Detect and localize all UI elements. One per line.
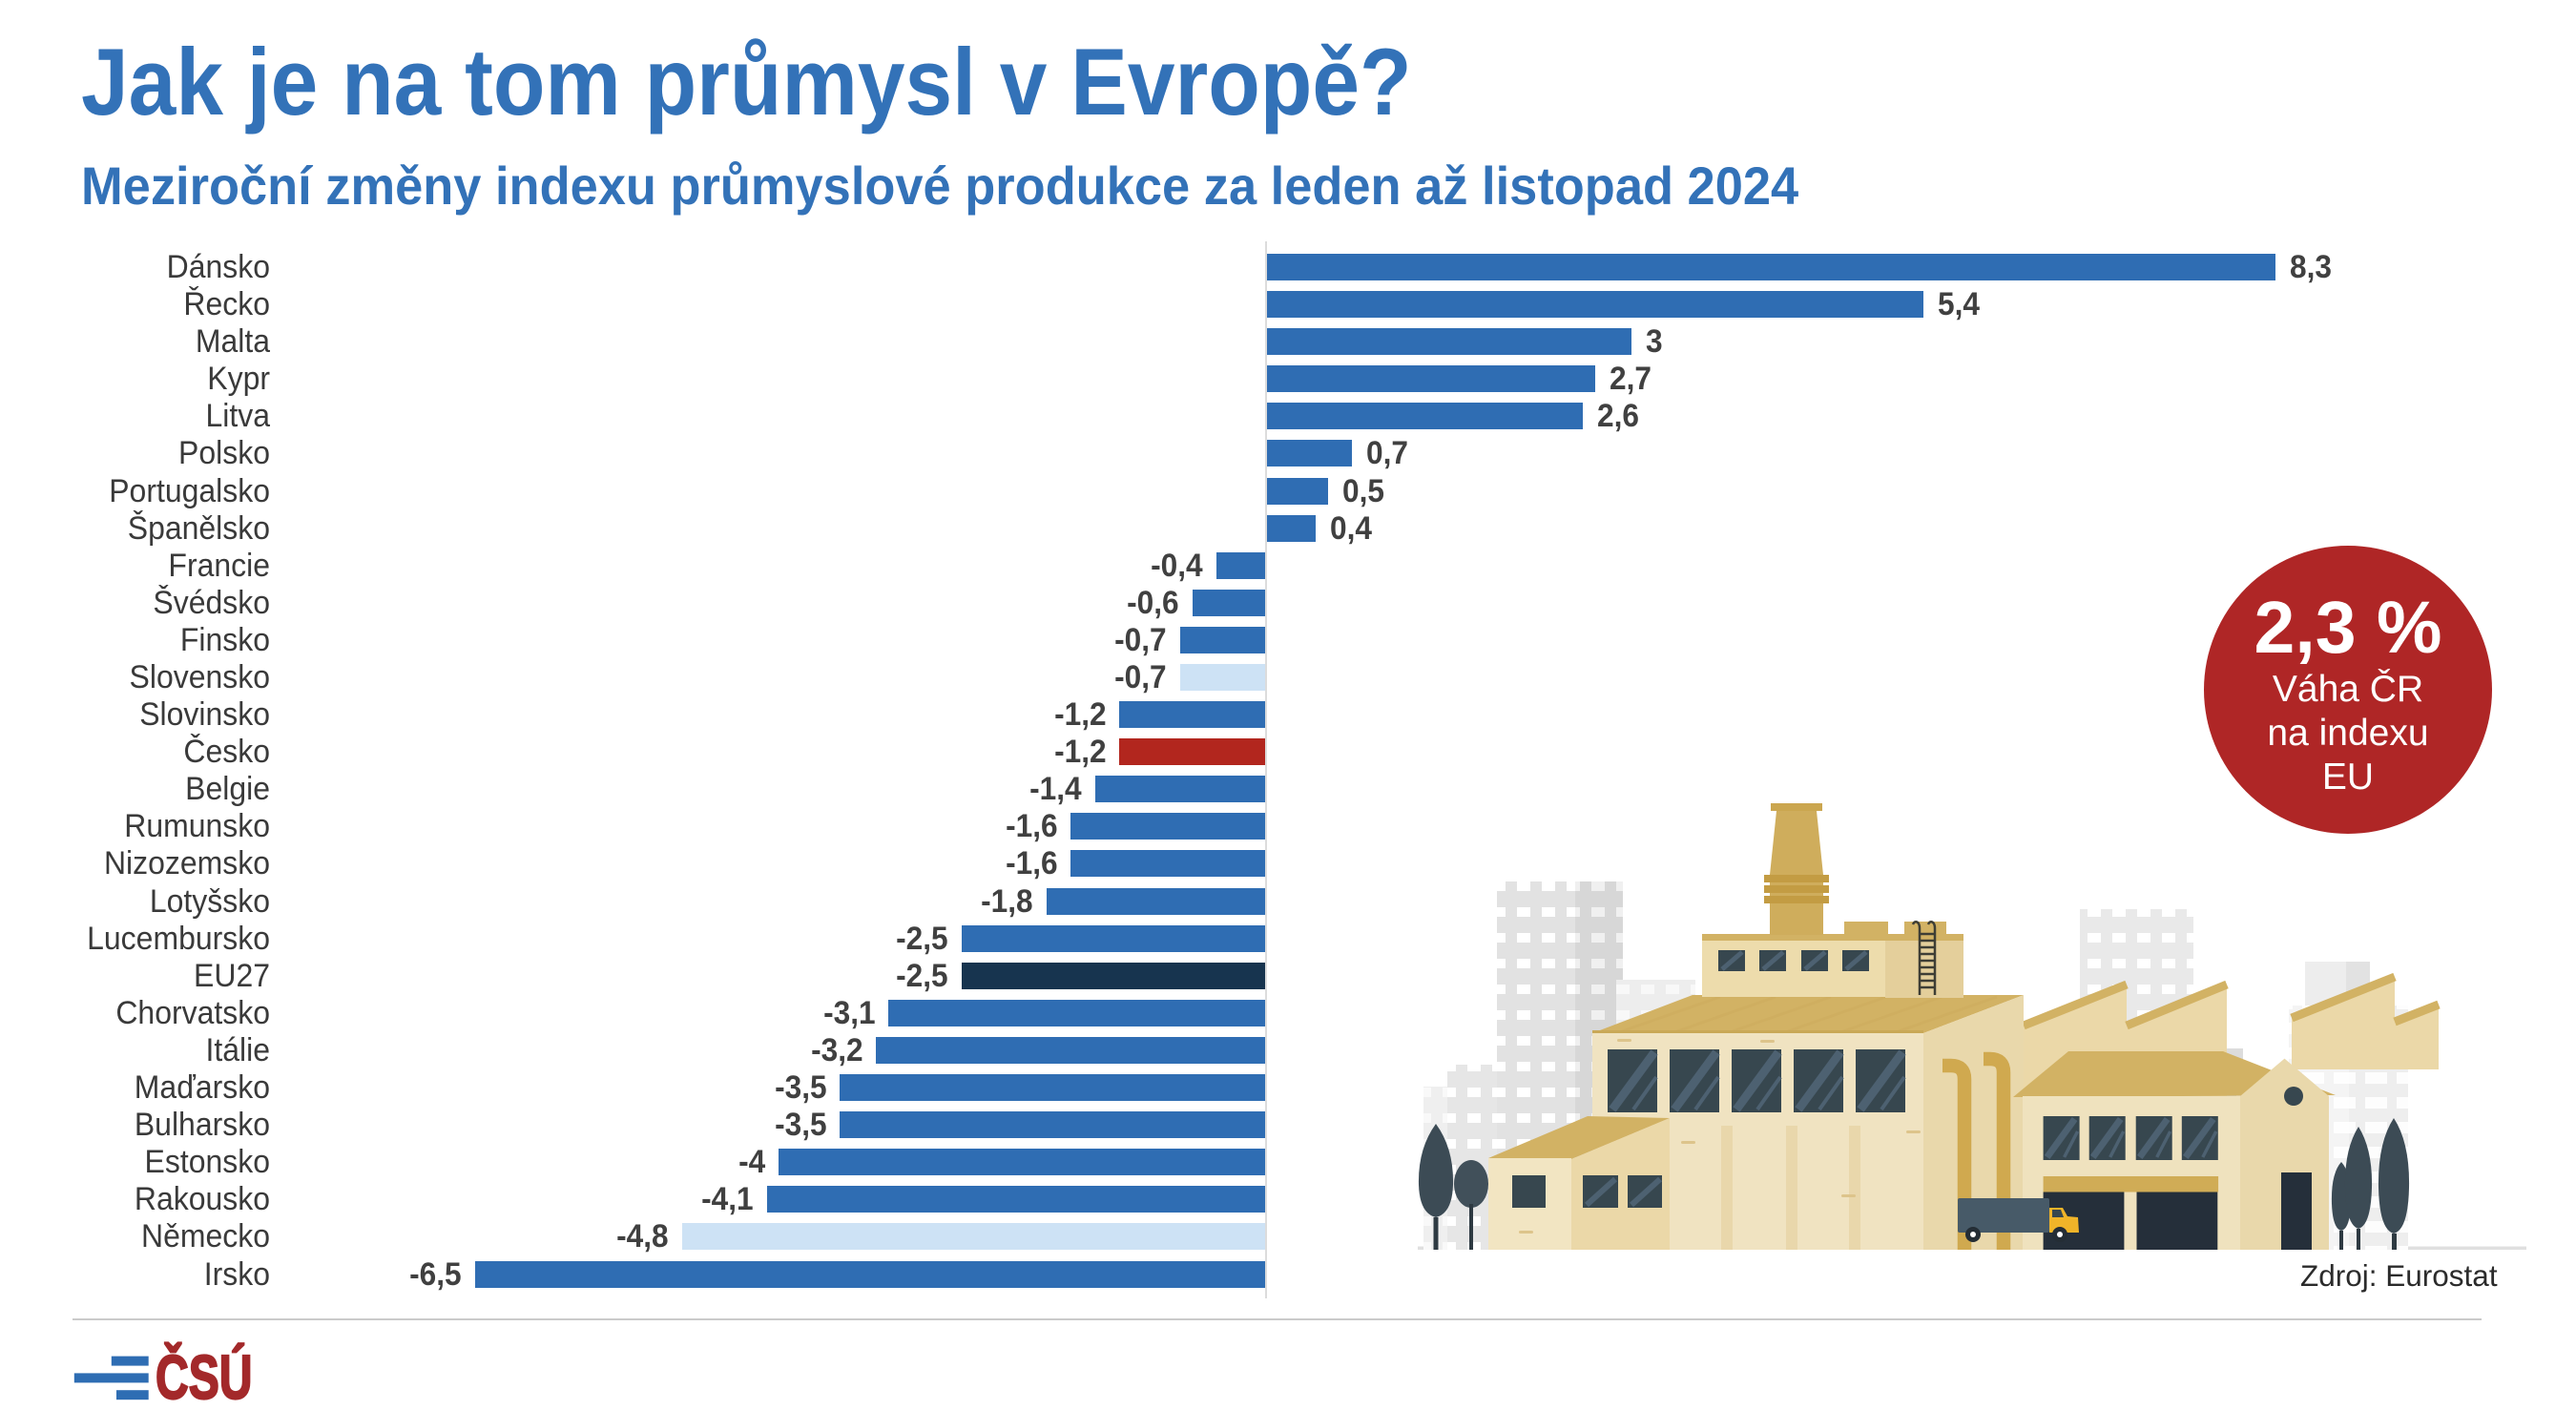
- svg-text:ČSÚ: ČSÚ: [156, 1342, 253, 1410]
